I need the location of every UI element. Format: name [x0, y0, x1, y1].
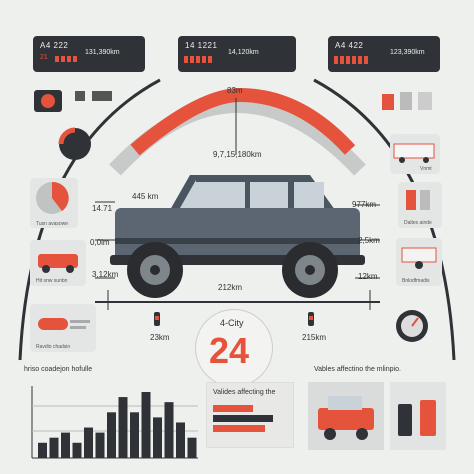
right-panel-gauge — [386, 302, 438, 358]
pie-icon — [36, 181, 69, 214]
info-box-code: 14 1221 — [185, 41, 218, 50]
right-label: 12km — [358, 272, 378, 281]
car-icon — [38, 254, 78, 273]
history-bar — [84, 427, 93, 458]
right-caption: Vnmt — [420, 166, 432, 172]
info-box-reading: 123,390km — [390, 49, 425, 56]
left-panel-car: Hit snw sunbn — [30, 240, 86, 286]
location-pin-icon — [154, 312, 160, 326]
right-panel-van: Vnmt — [390, 134, 440, 174]
left-caption: Hit snw sunbn — [36, 278, 68, 284]
history-chart-panel: hriso coadejon hofulle — [18, 362, 204, 466]
fuel-can-icon — [382, 92, 432, 110]
history-bar — [107, 412, 116, 458]
history-chart-title: hriso coadejon hofulle — [24, 366, 93, 373]
history-bar — [176, 422, 185, 458]
history-bar — [141, 392, 151, 458]
bottom-label: 23km — [150, 333, 170, 342]
history-bar — [95, 432, 105, 458]
info-box-code: A4 422 — [335, 41, 364, 50]
left-gauge-panel — [30, 82, 116, 167]
factors-photo-title: Vables affectino the mlinpio. — [314, 366, 401, 373]
info-box-bars — [55, 56, 77, 62]
history-bar — [118, 397, 128, 458]
factors-photo-panel: Vables affectino the mlinpio. — [300, 362, 450, 458]
factors-bars — [213, 405, 287, 435]
history-bar-chart — [31, 386, 198, 459]
info-box-1: A4 222 131,390km 21 — [33, 36, 145, 72]
right-panel-pump: Daltes ainde — [398, 182, 442, 228]
left-panel-pie: Tusn avasowe — [30, 178, 78, 228]
history-bar — [164, 402, 174, 458]
city-badge-label: 4-City — [220, 318, 244, 328]
red-car-photo — [308, 382, 384, 450]
left-caption: Ravdio chadsin — [36, 344, 71, 350]
history-bar — [49, 437, 59, 458]
factors-panel: Valides affecting the — [206, 382, 294, 448]
fluid-bottles — [390, 382, 446, 450]
right-label: 977km — [352, 200, 377, 209]
right-panel-cans — [374, 84, 444, 130]
car-icon — [38, 318, 90, 330]
left-label: 0,0lm — [90, 238, 110, 247]
history-bar — [72, 442, 82, 458]
speed-gauge-icon — [396, 310, 428, 342]
gauge-center-reading: 9,7,15,180km — [213, 150, 262, 159]
left-label: 445 km — [132, 192, 159, 201]
bottom-label: 215km — [302, 333, 327, 342]
info-box-sub: 21 — [40, 54, 48, 61]
city-badge-value: 24 — [209, 330, 250, 371]
info-box-3: A4 422 123,390km — [328, 36, 440, 72]
left-label: 3,12km — [92, 270, 119, 279]
bottom-label: 212km — [218, 283, 243, 292]
history-bar — [130, 412, 139, 458]
right-caption: Daltes ainde — [404, 220, 432, 226]
left-label: 14.71 — [92, 204, 113, 213]
right-caption: Bnlodfmadis — [402, 278, 430, 284]
history-bar — [187, 437, 197, 458]
location-pin-icon — [308, 312, 314, 326]
car-illustration — [110, 175, 365, 298]
info-box-reading: 14,120km — [228, 49, 259, 56]
gauge-top-label: 83m — [227, 86, 243, 95]
left-panel-car2: Ravdio chadsin — [30, 304, 96, 352]
right-label: 2,5km — [358, 236, 380, 245]
info-box-bars — [334, 56, 368, 64]
trailer-icon — [401, 247, 437, 269]
info-box-2: 14 1221 14,120km — [178, 36, 296, 72]
city-badge: 4-City 24 — [196, 310, 272, 386]
left-caption: Tusn avasowe — [36, 221, 69, 227]
history-bar — [61, 432, 70, 458]
gauge-fill — [130, 87, 356, 156]
fuel-gauge-icon — [34, 90, 112, 160]
history-bar — [38, 442, 47, 458]
info-box-code: A4 222 — [40, 41, 69, 50]
history-bar — [153, 417, 162, 458]
info-box-bars — [184, 56, 212, 63]
right-panel-trailer: Bnlodfmadis — [396, 238, 442, 286]
factors-panel-title: Valides affecting the — [213, 389, 276, 396]
van-icon — [393, 143, 435, 163]
info-box-reading: 131,390km — [85, 49, 120, 56]
fuel-pump-icon — [406, 190, 430, 210]
